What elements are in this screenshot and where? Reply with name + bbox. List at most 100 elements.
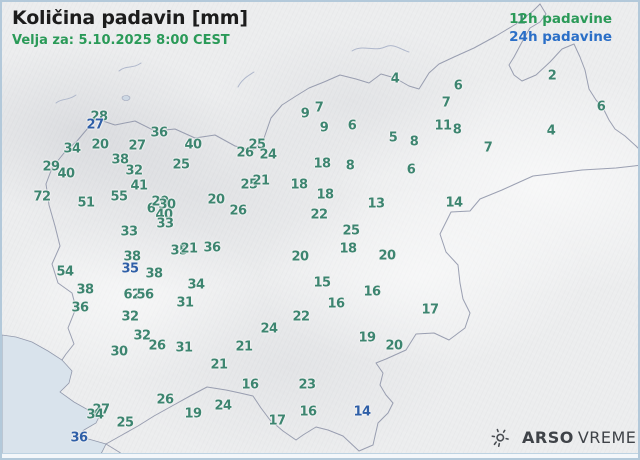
station-value: 25 — [172, 157, 190, 173]
station-value: 20 — [151, 194, 169, 210]
station-value: 11 — [434, 118, 452, 134]
station-value: 27 — [128, 138, 146, 154]
river — [237, 71, 255, 88]
station-value: 8 — [409, 134, 419, 150]
station-value: 16 — [327, 296, 345, 312]
station-value: 14 — [353, 404, 371, 420]
station-value: 41 — [130, 178, 148, 194]
station-value: 19 — [184, 406, 202, 422]
station-value: 8 — [452, 122, 462, 138]
logo-text: ARSO VREME — [522, 428, 636, 447]
station-value: 18 — [290, 177, 308, 193]
station-value: 17 — [268, 413, 286, 429]
station-value: 20 — [207, 192, 225, 208]
sun-icon — [491, 428, 509, 448]
station-value: 24 — [260, 321, 278, 337]
station-value: 24 — [259, 147, 277, 163]
station-value: 28 — [90, 109, 108, 125]
station-value: 18 — [316, 187, 334, 203]
station-value: 35 — [121, 261, 139, 277]
station-value: 21 — [235, 339, 253, 355]
river — [118, 62, 142, 72]
logo-arso: ARSO — [522, 427, 574, 447]
station-value: 38 — [76, 282, 94, 298]
station-value: 6 — [453, 78, 463, 94]
lake — [121, 95, 131, 101]
station-value: 16 — [299, 404, 317, 420]
station-value: 34 — [63, 141, 81, 157]
station-value: 19 — [358, 330, 376, 346]
station-value: 24 — [214, 398, 232, 414]
station-value: 9 — [319, 120, 329, 136]
station-value: 6 — [146, 201, 156, 217]
station-value: 6 — [347, 118, 357, 134]
station-value: 40 — [184, 137, 202, 153]
station-value: 25 — [342, 223, 360, 239]
station-value: 62 — [123, 287, 141, 303]
station-value: 7 — [483, 140, 493, 156]
station-value: 5 — [388, 130, 398, 146]
legend-12h[interactable]: 12h padavine — [509, 11, 612, 27]
river — [55, 94, 77, 104]
station-value: 31 — [175, 340, 193, 356]
station-value: 16 — [363, 284, 381, 300]
station-value: 4 — [390, 71, 400, 87]
station-value: 7 — [314, 100, 324, 116]
station-value: 34 — [86, 407, 104, 423]
station-value: 32 — [121, 309, 139, 325]
station-value: 18 — [313, 156, 331, 172]
station-value: 21 — [210, 357, 228, 373]
station-value: 33 — [120, 224, 138, 240]
station-value: 36 — [203, 240, 221, 256]
border-north — [96, 3, 541, 151]
station-value: 36 — [70, 430, 88, 446]
station-value: 20 — [385, 338, 403, 354]
station-value: 33 — [156, 216, 174, 232]
station-value: 20 — [91, 137, 109, 153]
station-value: 36 — [71, 300, 89, 316]
station-value: 38 — [145, 266, 163, 282]
station-value: 4 — [546, 123, 556, 139]
station-value: 6 — [406, 162, 416, 178]
station-value: 27 — [92, 402, 110, 418]
station-value: 38 — [123, 249, 141, 265]
station-value: 32 — [125, 163, 143, 179]
station-value: 2 — [547, 68, 557, 84]
station-value: 22 — [310, 207, 328, 223]
station-value: 51 — [77, 195, 95, 211]
station-value: 26 — [236, 145, 254, 161]
station-value: 54 — [56, 264, 74, 280]
station-value: 16 — [241, 377, 259, 393]
station-value: 36 — [150, 125, 168, 141]
valid-time: Velja za: 5.10.2025 8:00 CEST — [12, 32, 230, 48]
station-value: 26 — [148, 338, 166, 354]
border-southeast — [105, 164, 638, 452]
station-value: 32 — [133, 328, 151, 344]
station-value: 40 — [57, 166, 75, 182]
station-value: 21 — [180, 241, 198, 257]
page-title: Količina padavin [mm] — [12, 7, 248, 29]
station-value: 23 — [298, 377, 316, 393]
station-value: 31 — [176, 295, 194, 311]
station-value: 17 — [421, 302, 439, 318]
station-value: 14 — [445, 195, 463, 211]
station-value: 26 — [229, 203, 247, 219]
station-value: 72 — [33, 189, 51, 205]
station-value: 15 — [313, 275, 331, 291]
station-value: 6 — [596, 99, 606, 115]
station-value: 55 — [110, 189, 128, 205]
station-value: 7 — [441, 95, 451, 111]
station-value: 21 — [252, 173, 270, 189]
station-value: 56 — [136, 287, 154, 303]
station-value: 13 — [367, 196, 385, 212]
station-value: 35 — [170, 243, 188, 259]
station-value: 25 — [248, 137, 266, 153]
station-value: 25 — [240, 177, 258, 193]
map-header: Količina padavin [mm] Velja za: 5.10.202… — [12, 7, 248, 49]
bottom-bar — [2, 453, 638, 458]
station-value: 8 — [345, 158, 355, 174]
legend-24h[interactable]: 24h padavine — [509, 29, 612, 45]
station-value: 26 — [156, 392, 174, 408]
